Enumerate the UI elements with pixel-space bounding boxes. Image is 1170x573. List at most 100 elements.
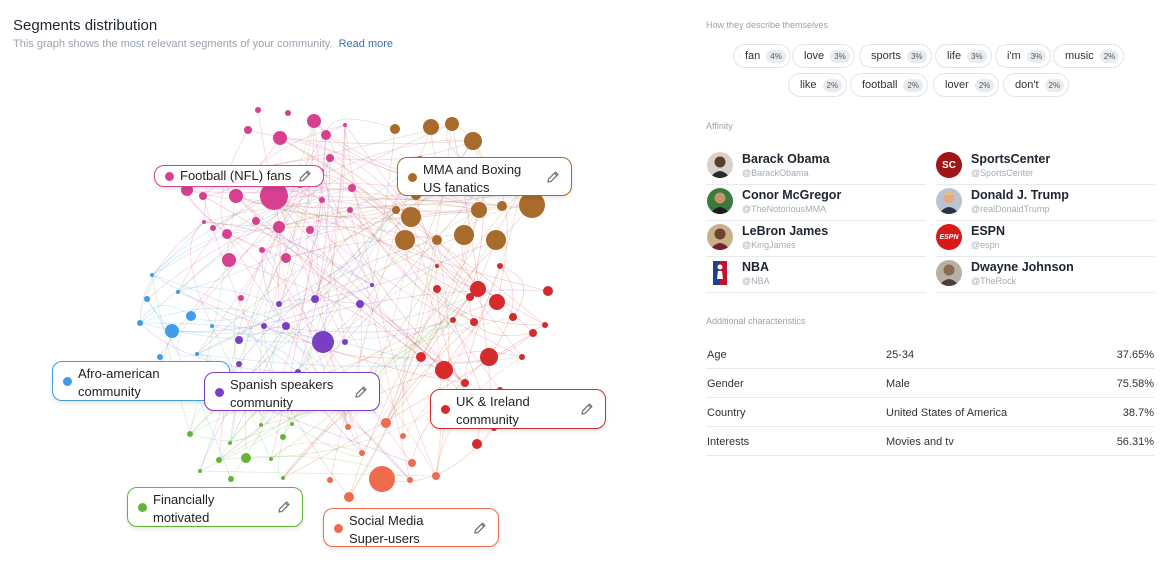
graph-edge bbox=[435, 239, 450, 477]
graph-node bbox=[281, 253, 291, 263]
describe-tag[interactable]: football 2% bbox=[850, 73, 929, 97]
graph-edge bbox=[235, 195, 480, 219]
graph-edge bbox=[314, 124, 346, 300]
tag-word: love bbox=[804, 50, 825, 62]
segment-dot bbox=[215, 388, 224, 397]
pencil-icon[interactable] bbox=[353, 384, 369, 400]
describe-tag[interactable]: love 3% bbox=[792, 44, 855, 68]
describe-tag[interactable]: life 3% bbox=[935, 44, 992, 68]
pencil-icon[interactable] bbox=[276, 499, 292, 515]
affinity-name: SportsCenter bbox=[971, 152, 1051, 166]
segment-label-afro-american[interactable]: Afro-american community bbox=[52, 361, 230, 401]
page-subtitle: This graph shows the most relevant segme… bbox=[13, 38, 393, 50]
graph-node bbox=[157, 354, 163, 360]
graph-node bbox=[273, 131, 287, 145]
describe-tag[interactable]: sports 3% bbox=[859, 44, 932, 68]
affinity-item[interactable]: LeBron James @KingJames bbox=[706, 221, 926, 257]
graph-node bbox=[319, 197, 325, 203]
affinity-name: Dwayne Johnson bbox=[971, 260, 1074, 274]
describe-tag[interactable]: fan 4% bbox=[733, 44, 791, 68]
affinity-handle: @TheNotoriousMMA bbox=[742, 204, 827, 214]
graph-node bbox=[255, 107, 261, 113]
graph-edge bbox=[299, 184, 479, 290]
graph-edge bbox=[270, 442, 363, 460]
graph-edge bbox=[361, 265, 438, 454]
graph-node bbox=[306, 226, 314, 234]
affinity-item[interactable]: Conor McGregor @TheNotoriousMMA bbox=[706, 185, 926, 221]
pencil-icon[interactable] bbox=[579, 401, 595, 417]
tag-word: football bbox=[862, 79, 898, 91]
graph-edge bbox=[461, 209, 480, 290]
affinity-item[interactable]: Dwayne Johnson @TheRock bbox=[935, 257, 1155, 293]
graph-node bbox=[347, 207, 353, 213]
describe-tag[interactable]: like 2% bbox=[788, 73, 848, 97]
characteristic-row: Age 25-34 37.65% bbox=[706, 340, 1154, 369]
pencil-icon[interactable] bbox=[297, 168, 313, 184]
graph-node bbox=[344, 492, 354, 502]
characteristic-key: Interests bbox=[707, 436, 750, 448]
graph-edge bbox=[218, 301, 498, 461]
segment-label-financially[interactable]: Financially motivated bbox=[127, 487, 303, 527]
tag-pct: 2% bbox=[974, 78, 995, 92]
person-avatar-icon bbox=[936, 188, 962, 214]
graph-node bbox=[370, 283, 374, 287]
segment-label-spanish[interactable]: Spanish speakers community bbox=[204, 372, 380, 411]
graph-edge bbox=[282, 239, 406, 438]
read-more-link[interactable]: Read more bbox=[338, 38, 394, 50]
describe-tag[interactable]: music 2% bbox=[1053, 44, 1125, 68]
graph-node bbox=[348, 184, 356, 192]
graph-node bbox=[228, 441, 232, 445]
pencil-icon[interactable] bbox=[545, 169, 561, 185]
graph-edge bbox=[229, 226, 280, 444]
graph-node bbox=[222, 253, 236, 267]
graph-edge bbox=[273, 195, 445, 371]
graph-edge bbox=[139, 307, 287, 327]
affinity-item[interactable]: Barack Obama @BarackObama bbox=[706, 149, 926, 185]
pencil-icon[interactable] bbox=[472, 520, 488, 536]
graph-node bbox=[186, 311, 196, 321]
graph-node bbox=[470, 281, 486, 297]
graph-node bbox=[486, 230, 506, 250]
person-avatar-icon bbox=[707, 152, 733, 178]
characteristic-value: 25-34 bbox=[886, 349, 915, 361]
graph-node bbox=[285, 110, 291, 116]
segment-label-football[interactable]: Football (NFL) fans bbox=[154, 165, 324, 187]
graph-node bbox=[252, 217, 260, 225]
graph-node bbox=[519, 192, 545, 218]
graph-edge bbox=[261, 249, 280, 305]
graph-edge bbox=[199, 157, 331, 472]
graph-edge bbox=[464, 265, 501, 384]
graph-node bbox=[390, 124, 400, 134]
graph-node bbox=[210, 225, 216, 231]
graph-node bbox=[342, 339, 348, 345]
graph-edge bbox=[146, 233, 228, 300]
affinity-handle: @espn bbox=[971, 240, 1000, 250]
graph-node bbox=[435, 361, 453, 379]
describe-tag[interactable]: lover 2% bbox=[933, 73, 1000, 97]
affinity-item[interactable]: SC SportsCenter @SportsCenter bbox=[935, 149, 1155, 185]
graph-edge bbox=[177, 159, 421, 293]
describe-tag[interactable]: don't 2% bbox=[1003, 73, 1070, 97]
graph-edge bbox=[381, 427, 495, 482]
graph-node bbox=[497, 201, 507, 211]
graph-node bbox=[435, 264, 439, 268]
graph-node bbox=[529, 329, 537, 337]
segment-label-uk-ireland[interactable]: UK & Ireland community bbox=[430, 389, 606, 429]
graph-node bbox=[144, 296, 150, 302]
graph-node bbox=[202, 220, 206, 224]
affinity-item[interactable]: NBA @NBA bbox=[706, 257, 926, 293]
graph-edge bbox=[255, 220, 373, 286]
segment-label-text: UK & Ireland community bbox=[456, 394, 530, 427]
describe-tag[interactable]: i'm 3% bbox=[995, 44, 1052, 68]
graph-node bbox=[280, 434, 286, 440]
graph-edge bbox=[488, 265, 514, 358]
graph-edge bbox=[314, 209, 397, 300]
affinity-item[interactable]: ESPN ESPN @espn bbox=[935, 221, 1155, 257]
segment-label-mma[interactable]: MMA and Boxing US fanatics bbox=[397, 157, 572, 196]
segment-label-social-media[interactable]: Social Media Super-users bbox=[323, 508, 499, 547]
graph-edge bbox=[273, 195, 437, 477]
graph-node bbox=[359, 450, 365, 456]
graph-node bbox=[416, 352, 426, 362]
characteristic-pct: 56.31% bbox=[1116, 436, 1154, 448]
affinity-item[interactable]: Donald J. Trump @realDonaldTrump bbox=[935, 185, 1155, 221]
